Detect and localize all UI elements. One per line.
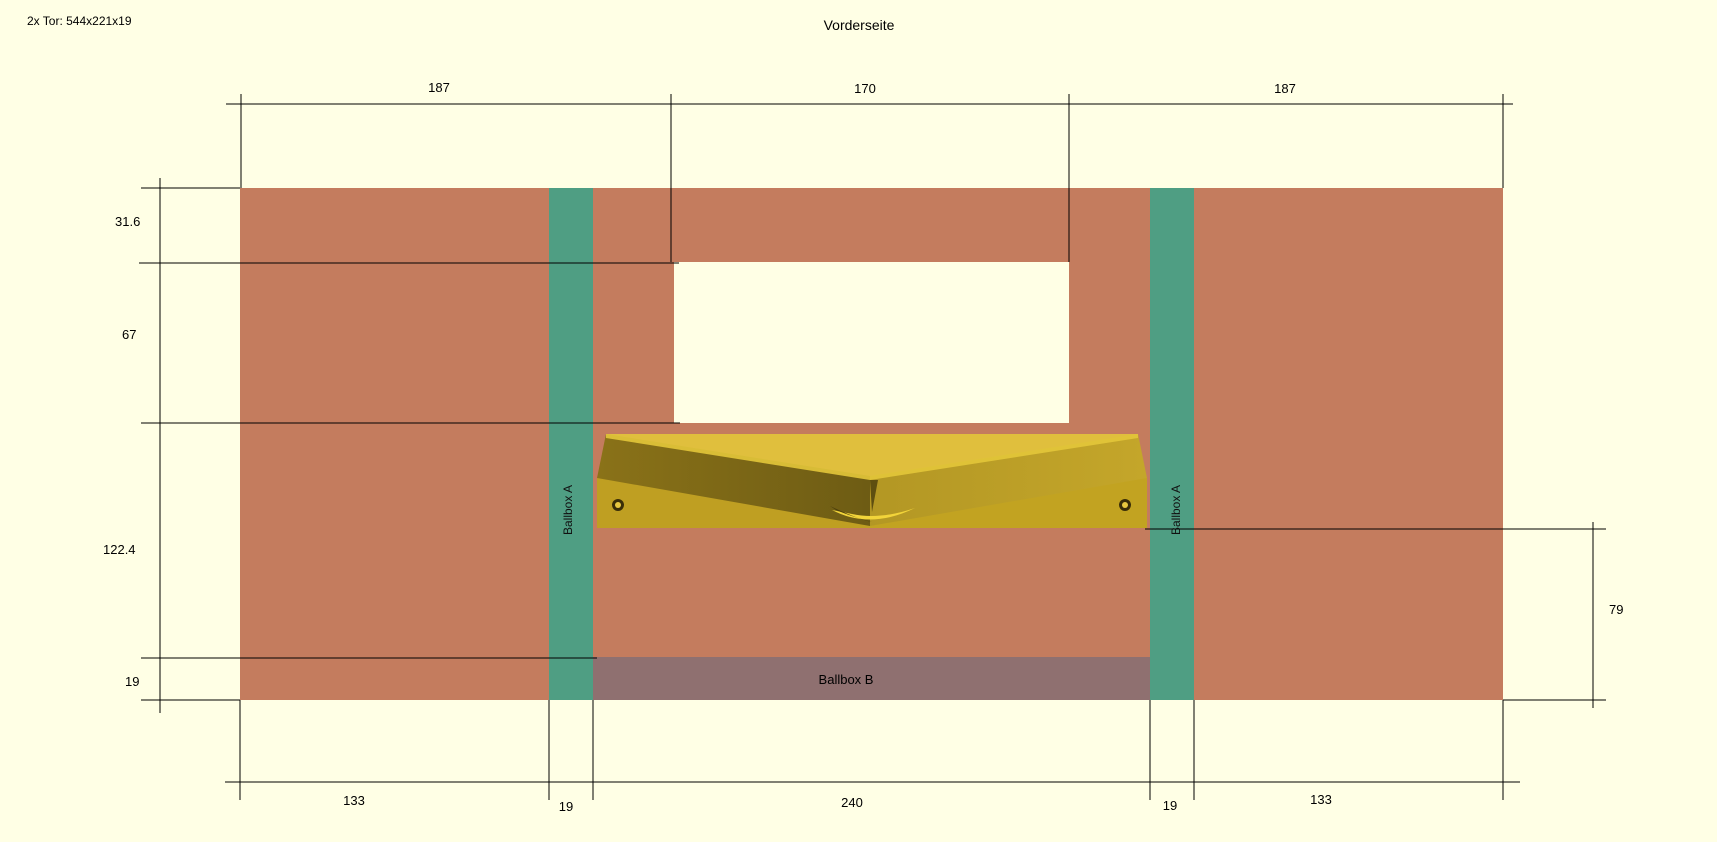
view-title: Vorderseite bbox=[823, 17, 895, 33]
window-opening bbox=[674, 262, 1069, 423]
dim-bottom-1: 133 bbox=[343, 793, 365, 808]
dim-bottom-4: 19 bbox=[1162, 798, 1178, 813]
part-info: 2x Tor: 544x221x19 bbox=[27, 14, 132, 28]
dim-left-2: 67 bbox=[122, 327, 137, 342]
ballbox-a-left-post bbox=[549, 188, 593, 700]
ramp-assembly bbox=[597, 434, 1147, 528]
dim-left-1: 31.6 bbox=[115, 214, 141, 229]
bottom-board-label: Ballbox B bbox=[818, 672, 874, 687]
ballbox-b-board bbox=[593, 657, 1150, 700]
dim-left-4: 19 bbox=[125, 674, 140, 689]
dim-top-right: 187 bbox=[1274, 81, 1296, 96]
dim-top-left: 187 bbox=[428, 80, 450, 95]
dimension-lines bbox=[139, 94, 1606, 800]
dim-bottom-3: 240 bbox=[841, 795, 863, 810]
dim-right-1: 79 bbox=[1609, 602, 1624, 617]
dim-left-3: 122.4 bbox=[103, 542, 136, 557]
post-right-label: Ballbox A bbox=[1169, 484, 1183, 536]
dim-top-middle: 170 bbox=[854, 81, 876, 96]
dim-bottom-5: 133 bbox=[1310, 792, 1332, 807]
dim-bottom-2: 19 bbox=[558, 799, 574, 814]
post-left-label: Ballbox A bbox=[561, 484, 575, 536]
ballbox-a-right-post bbox=[1150, 188, 1194, 700]
